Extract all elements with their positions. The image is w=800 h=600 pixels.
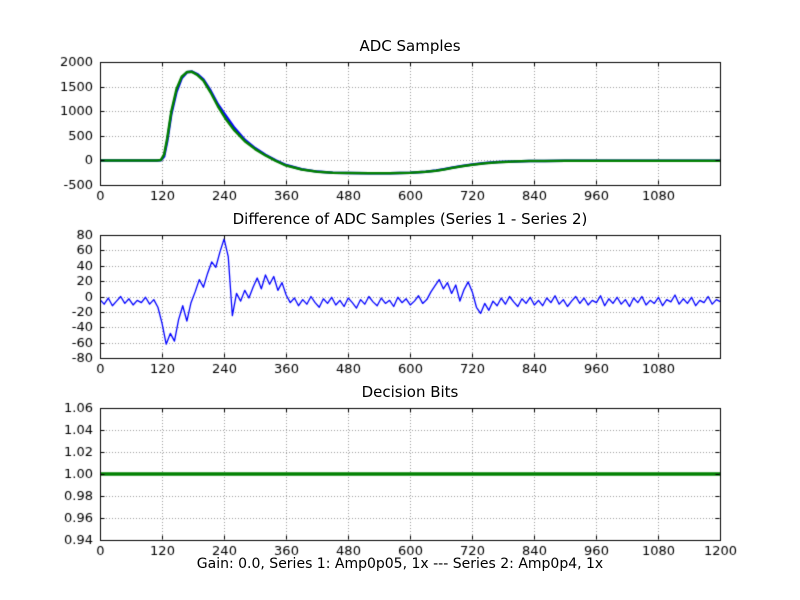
chart-title-adc-samples: ADC Samples: [359, 37, 461, 55]
figure-caption: Gain: 0.0, Series 1: Amp0p05, 1x --- Ser…: [196, 556, 604, 572]
chart-title-decision-bits: Decision Bits: [361, 383, 459, 401]
chart-title-difference: Difference of ADC Samples (Series 1 - Se…: [232, 210, 588, 228]
